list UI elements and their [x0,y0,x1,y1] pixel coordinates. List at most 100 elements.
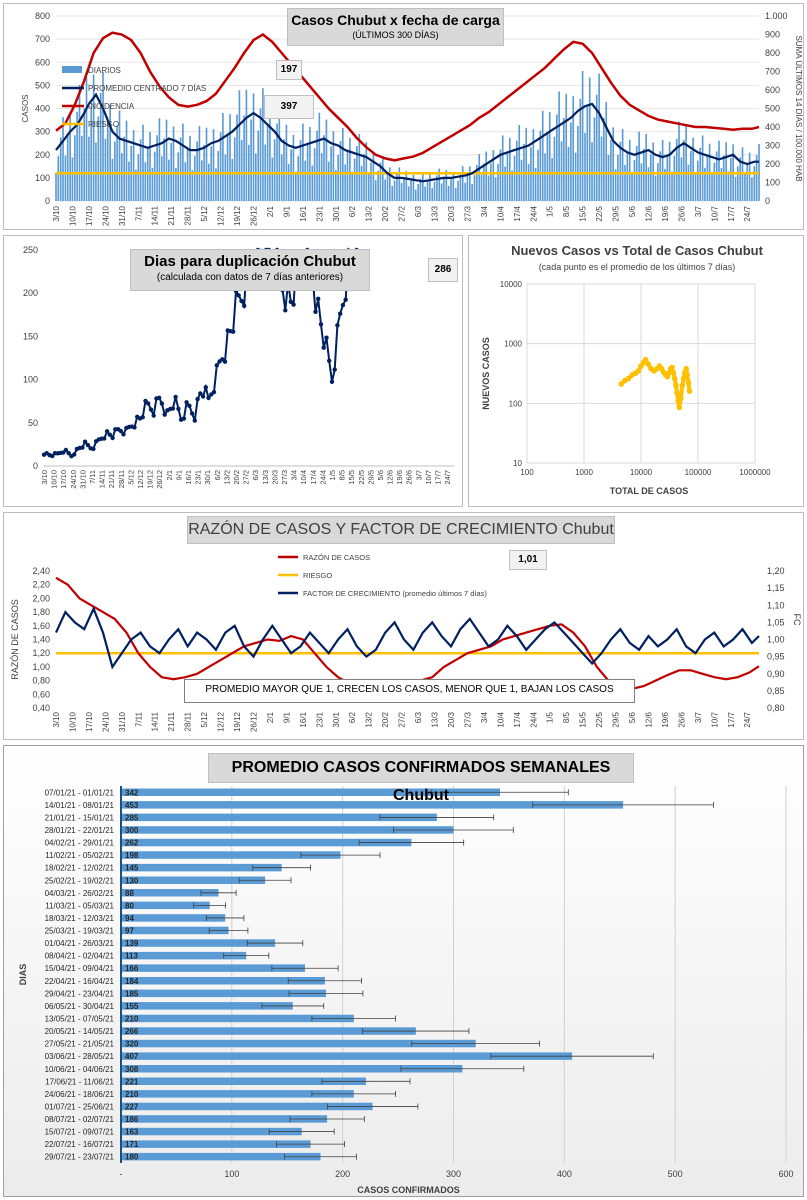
duplicacion-point [283,308,288,313]
casos-daily-bar [610,139,612,201]
casos-ytick: 400 [35,104,50,114]
casos-daily-bar [492,150,495,201]
duplicacion-xtick: 5/6 [376,470,385,480]
casos-daily-bar [544,153,546,201]
duplicacion-xtick: 10/7 [424,470,433,485]
casos-xtick: 19/6 [661,205,670,221]
semanales-chart: - 100 200 300 400 500 600 CASOS CONFIRMADOS DIAS… [18,786,794,1195]
casos-daily-bar [657,163,659,201]
casos-daily-bar [240,140,243,201]
semanales-category-label: 22/04/21 - 16/04/21 [45,977,115,986]
casos-xtick: 24/4 [529,205,538,221]
casos-xtick: 3/10 [52,205,61,221]
casos-daily-bar [487,175,490,201]
casos-daily-bar [118,110,121,201]
casos-daily-bar [494,177,497,201]
casos-daily-bar [121,153,123,201]
casos-y2tick: 0 [765,196,770,206]
casos-daily-bar [690,150,692,201]
semanales-bar [122,838,412,847]
casos-daily-bar [280,154,283,201]
duplicacion-xtick: 10/10 [50,470,59,489]
nuevos-vs-total-title: Nuevos Casos vs Total de Casos Chubut [511,243,763,258]
casos-daily-bar [412,175,415,201]
razon-y2tick: 0,90 [767,669,785,679]
semanales-title-box: PROMEDIO CASOS CONFIRMADOS SEMANALES Chu… [208,753,634,804]
casos-xtick: 29/5 [612,205,621,221]
razon-xtick: 8/5 [562,711,571,723]
duplicacion-point [102,436,107,441]
duplicacion-xtick: 3/10 [40,470,49,485]
semanales-bar [122,1039,476,1048]
semanales-category-label: 15/07/21 - 09/07/21 [45,1128,115,1137]
casos-daily-bar [581,71,584,201]
razon-xtick: 15/5 [579,711,588,727]
casos-daily-bar [722,155,725,201]
casos-daily-bar [640,163,643,201]
nvt-point [645,361,652,368]
casos-daily-bar [697,160,699,201]
duplicacion-xtick: 15/5 [347,470,356,485]
duplicacion-point [132,425,137,430]
semanales-category-label: 29/04/21 - 23/04/21 [45,989,115,998]
semanales-value-label: 94 [125,914,134,923]
casos-daily-bar [97,116,100,201]
casos-daily-bar [440,183,443,201]
semanales-value-label: 185 [125,989,139,998]
semanales-bar [122,1052,573,1060]
casos-daily-bar [513,155,516,201]
razon-xtick: 7/11 [134,711,143,727]
nvt-xtick: 100000 [685,468,712,477]
duplicacion-point [140,415,145,420]
semanales-bar [122,801,624,809]
casos-daily-bar [231,158,234,201]
casos-daily-bar [539,130,542,201]
casos-daily-bar [633,160,636,201]
nvt-point [673,382,679,389]
casos-daily-bar [753,166,756,201]
casos-xtick: 8/5 [562,205,571,217]
duplicacion-xtick: 16/1 [184,470,193,485]
casos-daily-bar [257,130,260,201]
casos-xtick: 10/7 [710,205,719,221]
casos-daily-bar [666,155,669,201]
casos-y2tick: 600 [765,85,780,95]
casos-daily-bar [748,152,751,201]
razon-xtick: 27/3 [463,711,472,727]
duplicacion-callout: 286 [428,258,458,282]
casos-xtick: 14/11 [151,205,160,225]
casos-daily-bar [139,139,142,201]
duplicacion-point [321,345,326,350]
casos-xtick: 13/3 [431,205,440,221]
semanales-category-label: 06/05/21 - 30/04/21 [45,1002,115,1011]
casos-daily-bar [452,172,455,201]
casos-daily-bar [490,163,492,201]
casos-daily-bar [713,162,716,201]
duplicacion-point [72,452,77,457]
razon-xtick: 21/11 [167,711,176,731]
nvt-point [642,356,649,363]
nvt-xtick: 1000000 [739,468,771,477]
casos-daily-bar [694,173,697,201]
razon-xtick: 6/3 [414,711,423,723]
semanales-category-label: 20/05/21 - 14/05/21 [45,1027,115,1036]
razon-xtick: 3/10 [52,711,61,727]
duplicacion-xtick: 24/4 [318,470,327,485]
casos-daily-bar [297,156,300,201]
casos-daily-bar [509,137,511,201]
casos-daily-bar [151,167,154,201]
duplicacion-title-box: Dias para duplicación Chubut (calculada … [130,249,370,291]
casos-legend-label: RIESGO [88,120,119,129]
casos-daily-bar [250,119,252,201]
duplicacion-xtick: 21/11 [107,470,116,488]
casos-y2label: SUMA ÚLTIMOS 14 DÍAS / 100.000 HAB [794,35,803,181]
casos-daily-bar [527,164,530,201]
duplicacion-xtick: 6/3 [251,470,260,480]
casos-legend-label: DIARIOS [88,66,121,75]
duplicacion-xtick: 5/12 [126,470,135,485]
semanales-value-label: 210 [125,1090,139,1099]
semanales-bar [122,1152,321,1161]
duplicacion-xtick: 14/11 [98,470,107,488]
casos-daily-bar [233,137,236,201]
casos-daily-bar [186,148,189,201]
